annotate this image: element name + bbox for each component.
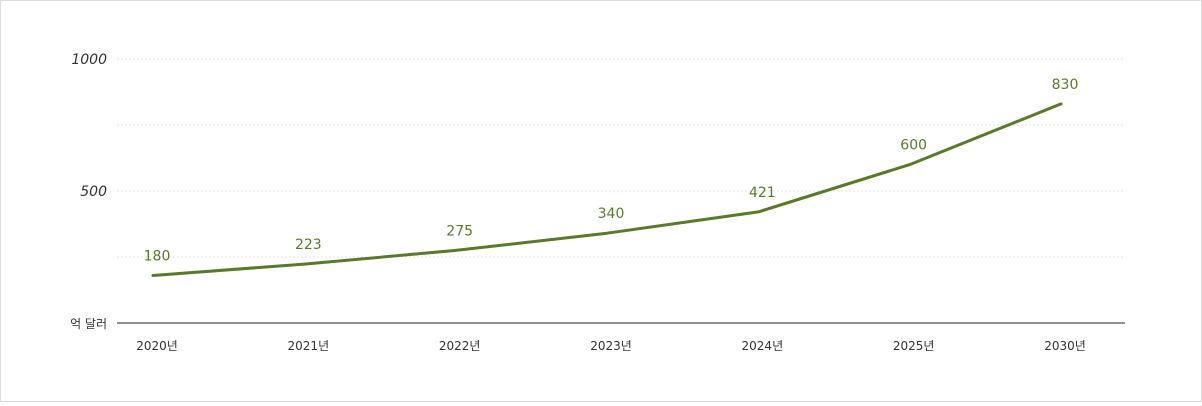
data-label: 600	[900, 138, 927, 154]
data-label: 421	[749, 185, 776, 201]
data-label: 340	[598, 206, 625, 222]
x-tick-label: 2030년	[1044, 339, 1086, 353]
x-tick-label: 2022년	[439, 339, 481, 353]
y-tick-label: 1000	[71, 52, 107, 68]
y-unit-label: 억 달러	[70, 317, 107, 331]
data-label: 830	[1052, 77, 1079, 93]
x-tick-label: 2020년	[136, 339, 178, 353]
y-axis: 억 달러 500 1000	[70, 52, 107, 331]
x-tick-label: 2021년	[288, 339, 330, 353]
x-tick-label: 2025년	[893, 339, 935, 353]
x-tick-label: 2023년	[590, 339, 632, 353]
data-label: 180	[144, 248, 171, 264]
y-tick-label: 500	[80, 184, 107, 200]
x-axis: 2020년 2021년 2022년 2023년 2024년 2025년 2030년	[136, 339, 1086, 353]
data-label: 275	[446, 223, 473, 239]
data-label: 223	[295, 237, 322, 253]
series-line	[151, 102, 1063, 277]
data-labels: 180 223 275 340 421 600 830	[144, 77, 1079, 265]
gridlines	[117, 58, 1125, 258]
x-tick-label: 2024년	[742, 339, 784, 353]
